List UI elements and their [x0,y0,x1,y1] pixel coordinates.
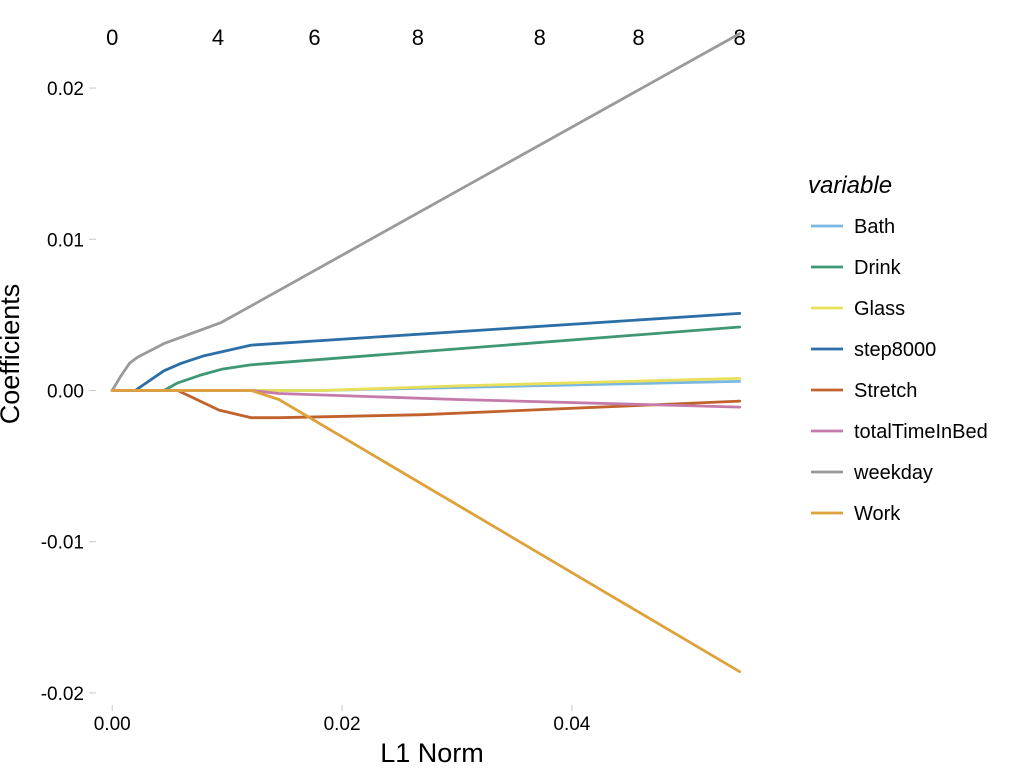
x-tick-label: 0.00 [94,714,131,735]
plot-area [110,32,742,674]
x-tick-label: 0.02 [324,714,361,735]
series-line-work [110,389,742,674]
y-tick-label: 0.02 [47,79,84,100]
top-count-label: 8 [412,25,424,50]
top-count-label: 8 [632,25,644,50]
top-count-label: 6 [308,25,320,50]
y-tick-label: -0.02 [41,684,84,705]
legend-title: variable [808,172,892,199]
legend-label-glass: Glass [854,298,905,320]
y-axis-title: Coefficients [0,284,25,425]
legend-label-work: Work [854,503,901,525]
series-line-weekday [110,32,742,392]
x-axis: 0.00 0.02 0.04 [94,705,591,735]
top-axis-nonzero-counts: 0 4 6 8 8 8 8 [106,25,746,50]
legend: variable Bath Drink Glass step8000 Stretch to… [808,172,988,525]
x-tick-label: 0.04 [553,714,590,735]
legend-label-weekday: weekday [853,462,933,484]
legend-label-step8000: step8000 [854,339,936,361]
x-axis-title: L1 Norm [380,738,484,768]
top-count-label: 8 [534,25,546,50]
y-tick-label: 0.01 [47,230,84,251]
legend-label-bath: Bath [854,216,895,238]
legend-label-totaltimeinbed: totalTimeInBed [854,421,988,443]
y-tick-label: 0.00 [47,381,84,402]
legend-label-drink: Drink [854,257,902,279]
legend-label-stretch: Stretch [854,380,917,402]
top-count-label: 8 [734,25,746,50]
top-count-label: 0 [106,25,118,50]
y-tick-label: -0.01 [41,533,84,554]
top-count-label: 4 [212,25,224,50]
y-axis: 0.02 0.01 0.00 -0.01 -0.02 [41,79,96,705]
